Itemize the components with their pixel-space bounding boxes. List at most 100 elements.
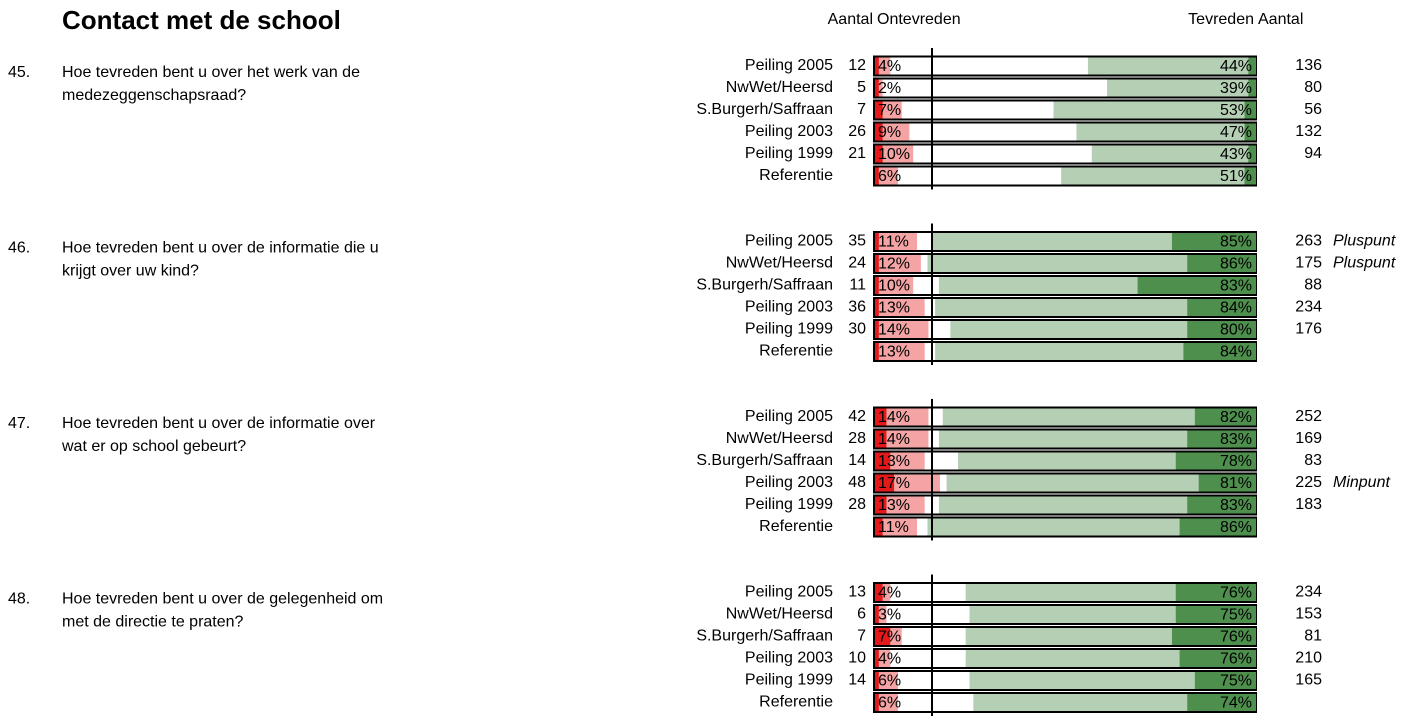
count: 30: [848, 321, 866, 338]
value-label: 39%: [1220, 80, 1252, 97]
value-label: 84%: [1220, 344, 1252, 361]
bar-dissatisfied: [875, 496, 925, 514]
bar-very-dissatisfied: [875, 628, 891, 645]
count: 94: [1304, 145, 1322, 162]
value-label: 85%: [1220, 234, 1252, 251]
row-label: S.Burgerh/Saffraan: [696, 277, 833, 294]
value-label: 86%: [1220, 256, 1252, 273]
bar-dissatisfied: [875, 518, 918, 536]
count: 183: [1295, 496, 1322, 513]
bar-satisfied: [935, 343, 1256, 360]
bar-very-satisfied: [1179, 518, 1256, 536]
bar-very-satisfied: [1171, 233, 1256, 250]
bar-very-dissatisfied: [875, 299, 879, 316]
bar-very-satisfied: [1183, 343, 1256, 360]
bar-very-dissatisfied: [875, 694, 879, 711]
value-label: 12%: [878, 256, 910, 273]
question-number: 46.: [8, 240, 30, 257]
count: 88: [1304, 277, 1322, 294]
bar-dissatisfied: [875, 343, 925, 360]
bar-very-satisfied: [1194, 672, 1256, 689]
row-label: Referentie: [759, 694, 833, 711]
count: 252: [1295, 408, 1322, 425]
question-text: medezeggenschapsraad?: [62, 87, 246, 104]
question-number: 45.: [8, 64, 30, 81]
question-text: wat er op school gebeurt?: [61, 438, 246, 455]
bar-very-satisfied: [1187, 496, 1256, 514]
value-label: 76%: [1220, 629, 1252, 646]
value-label: 76%: [1220, 585, 1252, 602]
bar-very-dissatisfied: [875, 474, 895, 492]
value-label: 6%: [878, 168, 901, 185]
bar-satisfied: [927, 518, 1256, 536]
bar-dissatisfied: [875, 408, 929, 426]
bar-satisfied: [946, 474, 1256, 492]
value-label: 83%: [1220, 278, 1252, 295]
value-label: 6%: [878, 695, 901, 712]
bar-very-dissatisfied: [875, 57, 879, 75]
page-title: Contact met de school: [62, 5, 341, 35]
value-label: 7%: [878, 629, 901, 646]
bar-very-dissatisfied: [875, 123, 883, 141]
note: Pluspunt: [1333, 255, 1396, 272]
bar-satisfied: [935, 299, 1256, 316]
value-label: 14%: [878, 431, 910, 448]
bar-very-satisfied: [1175, 452, 1256, 470]
value-label: 6%: [878, 673, 901, 690]
bar-dissatisfied: [875, 233, 918, 250]
bar-very-satisfied: [1175, 584, 1256, 601]
bar-very-satisfied: [1244, 101, 1256, 119]
value-label: 82%: [1220, 409, 1252, 426]
value-label: 7%: [878, 102, 901, 119]
value-label: 83%: [1220, 431, 1252, 448]
count: 169: [1295, 430, 1322, 447]
bar-dissatisfied: [875, 277, 914, 294]
count: 36: [848, 299, 866, 316]
count: 14: [848, 452, 866, 469]
value-label: 9%: [878, 124, 901, 141]
row-label: Peiling 2005: [745, 57, 833, 74]
count: 153: [1295, 606, 1322, 623]
bar-satisfied: [969, 672, 1256, 689]
count: 210: [1295, 650, 1322, 667]
row-label: Peiling 1999: [745, 672, 833, 689]
count: 10: [848, 650, 866, 667]
value-label: 17%: [878, 475, 910, 492]
count: 21: [848, 145, 866, 162]
bar-very-satisfied: [1179, 650, 1256, 667]
count: 26: [848, 123, 866, 140]
bar-very-dissatisfied: [875, 277, 879, 294]
row-label: Peiling 2003: [745, 123, 833, 140]
row-label: S.Burgerh/Saffraan: [696, 101, 833, 118]
count: 35: [848, 233, 866, 250]
value-label: 86%: [1220, 519, 1252, 536]
count: 5: [857, 79, 866, 96]
bar-satisfied: [938, 496, 1256, 514]
value-label: 2%: [878, 80, 901, 97]
bar-satisfied: [1107, 79, 1256, 97]
value-label: 11%: [878, 234, 909, 251]
bar-very-dissatisfied: [875, 408, 887, 426]
bar-very-satisfied: [1248, 57, 1256, 75]
row-label: Referentie: [759, 167, 833, 184]
row-label: NwWet/Heersd: [726, 430, 833, 447]
value-label: 13%: [878, 300, 910, 317]
row-label: S.Burgerh/Saffraan: [696, 628, 833, 645]
count: 6: [857, 606, 866, 623]
value-label: 80%: [1220, 322, 1252, 339]
value-label: 84%: [1220, 300, 1252, 317]
question-text: Hoe tevreden bent u over de informatie d…: [62, 240, 379, 257]
count: 12: [848, 57, 866, 74]
bar-satisfied: [950, 321, 1256, 338]
bar-very-dissatisfied: [875, 255, 879, 272]
bar-very-satisfied: [1187, 321, 1256, 338]
bar-dissatisfied: [875, 299, 925, 316]
row-label: S.Burgerh/Saffraan: [696, 452, 833, 469]
value-label: 81%: [1220, 475, 1252, 492]
bar-dissatisfied: [875, 321, 929, 338]
column-header: Ontevreden: [877, 11, 961, 28]
count: 234: [1295, 299, 1322, 316]
bar-very-satisfied: [1171, 628, 1256, 645]
value-label: 76%: [1220, 651, 1252, 668]
count: 24: [848, 255, 866, 272]
